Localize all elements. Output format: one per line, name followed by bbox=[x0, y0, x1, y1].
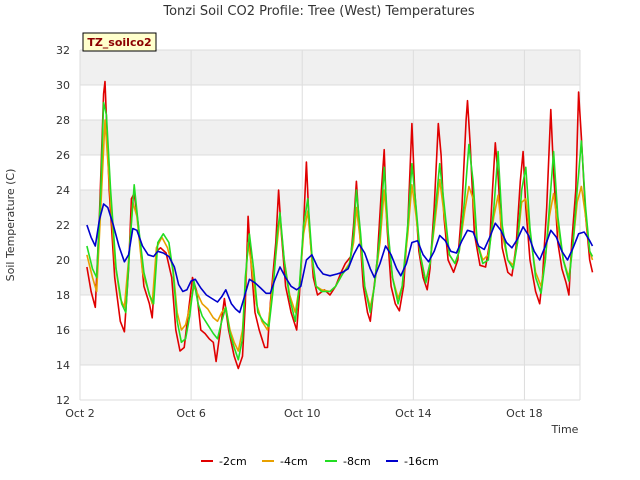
x-tick-label: Oct 18 bbox=[506, 407, 543, 420]
y-tick-label: 28 bbox=[56, 114, 70, 127]
y-tick-label: 24 bbox=[56, 184, 70, 197]
y-axis-ticks: 12 14 16 18 20 22 24 26 28 30 32 bbox=[56, 44, 70, 407]
series-lines bbox=[86, 80, 594, 370]
gridlines bbox=[79, 49, 581, 401]
y-tick-label: 20 bbox=[56, 254, 70, 267]
badge-label: TZ_soilco2 bbox=[87, 36, 151, 49]
plot-band bbox=[80, 260, 580, 295]
x-tick-label: Oct 2 bbox=[65, 407, 95, 420]
plot-band bbox=[80, 330, 580, 365]
legend-label: -2cm bbox=[219, 455, 247, 468]
chart-title: Tonzi Soil CO2 Profile: Tree (West) Temp… bbox=[162, 4, 475, 19]
y-tick-label: 18 bbox=[56, 289, 70, 302]
y-tick-label: 26 bbox=[56, 149, 70, 162]
badge: TZ_soilco2 bbox=[82, 32, 157, 52]
legend-label: -4cm bbox=[280, 455, 308, 468]
plot-band bbox=[80, 120, 580, 155]
legend-label: -8cm bbox=[343, 455, 371, 468]
x-axis-ticks: Oct 2 Oct 6 Oct 10 Oct 14 Oct 18 bbox=[65, 407, 542, 420]
x-tick-label: Oct 10 bbox=[284, 407, 321, 420]
y-tick-label: 30 bbox=[56, 79, 70, 92]
x-axis-title: Time bbox=[551, 423, 579, 436]
y-tick-label: 14 bbox=[56, 359, 70, 372]
x-tick-label: Oct 14 bbox=[395, 407, 432, 420]
y-tick-label: 22 bbox=[56, 219, 70, 232]
badge-box bbox=[82, 32, 157, 52]
plot-band bbox=[80, 190, 580, 225]
y-tick-label: 12 bbox=[56, 394, 70, 407]
series-line bbox=[86, 203, 594, 314]
series-line bbox=[86, 101, 594, 361]
y-tick-label: 32 bbox=[56, 44, 70, 57]
y-axis-title: Soil Temperature (C) bbox=[4, 169, 17, 282]
x-tick-label: Oct 6 bbox=[176, 407, 206, 420]
legend-label: -16cm bbox=[404, 455, 439, 468]
y-tick-label: 16 bbox=[56, 324, 70, 337]
plot-band bbox=[80, 50, 580, 85]
legend: -2cm -4cm -8cm -16cm bbox=[201, 455, 439, 468]
